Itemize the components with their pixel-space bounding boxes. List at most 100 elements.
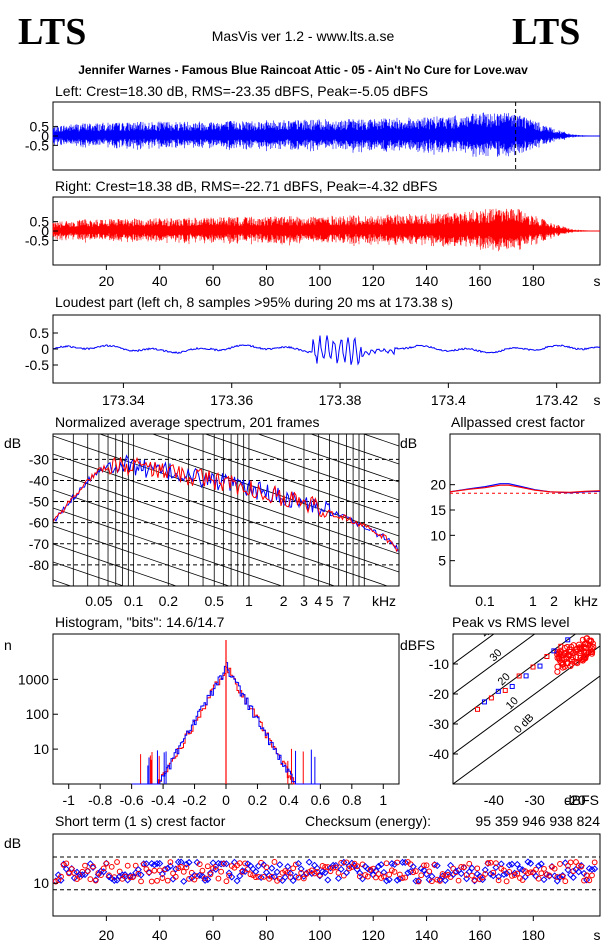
peak-rms-point (581, 640, 589, 648)
crest-point-left (222, 860, 230, 868)
crest-point-left (385, 876, 393, 884)
crest-point-left (204, 876, 212, 884)
spectrum-slope-line (53, 274, 399, 392)
crest-point-right (554, 874, 561, 880)
peak-rms-point (570, 649, 577, 656)
crest-point-left (148, 859, 156, 868)
crest-point-left (497, 860, 505, 868)
crest-point-right (589, 872, 595, 879)
crest-point-right (426, 868, 433, 875)
crest-point-right (578, 863, 585, 870)
loudest-part-panel: Loudest part (left ch, 8 samples >95% du… (25, 294, 601, 408)
loudest-part-x-tick-label: 173.42 (535, 392, 578, 408)
crest-point-right (242, 860, 249, 867)
crest-point-right (66, 870, 72, 877)
peak-rms-y-tick-label: -10 (429, 656, 449, 672)
histogram-x-tick-label: 1 (379, 792, 387, 808)
peak-rms-frame (452, 633, 601, 785)
crest-point-left (158, 870, 166, 878)
peak-rms-y-ticks: -10 -20 -30 -40 (429, 656, 458, 762)
crest-point-right (581, 877, 587, 884)
crest-point-right (503, 878, 510, 885)
spectrum-slope-line (53, 507, 283, 586)
crest-x-tick-label: 180 (522, 927, 546, 943)
crest-point-right (412, 868, 419, 875)
crest-point-left (553, 877, 561, 885)
peak-rms-y-tick-label: -40 (429, 746, 449, 762)
histogram-x-tick-label: 0.8 (342, 792, 362, 808)
crest-point-left (444, 868, 452, 876)
loudest-part-x-tick-label: 173.38 (319, 392, 362, 408)
crest-point-right (82, 862, 88, 869)
peak-rms-low-point (509, 683, 515, 689)
waveform-right-title: Right: Crest=18.38 dB, RMS=-22.71 dBFS, … (55, 178, 437, 194)
peak-rms-point (585, 650, 592, 657)
peak-rms-low-point (475, 706, 480, 712)
crest-point-left (492, 863, 500, 872)
short-term-crest-y-label: dB (4, 835, 21, 851)
histogram-y-tick-label: 100 (26, 706, 50, 722)
peak-rms-point (561, 650, 569, 657)
crest-point-left (289, 877, 297, 885)
crest-point-left (487, 870, 495, 878)
spectrum-x-tick-label: 0.1 (124, 593, 144, 609)
allpassed-crest-panel: Allpassed crest factor dB 20 15 10 5 0.1 1 2 k… (400, 414, 601, 609)
spectrum-y-tick-label: -60 (29, 515, 49, 531)
crest-point-right (71, 870, 78, 876)
spectrum-y-label: dB (4, 435, 21, 451)
crest-point-left (73, 868, 81, 876)
spectrum-slope-line (53, 471, 389, 586)
crest-point-right (410, 869, 417, 876)
crest-point-right (471, 877, 478, 883)
crest-point-left (305, 858, 313, 866)
crest-point-left (503, 869, 511, 877)
crest-point-left (580, 869, 588, 877)
peak-rms-low-point (502, 687, 508, 693)
spectrum-slope-line (53, 543, 178, 586)
crest-point-right (434, 876, 441, 883)
allpassed-crest-y-tick-label: 5 (438, 553, 446, 569)
crest-point-left (260, 861, 268, 869)
crest-x-tick-label: 140 (415, 927, 439, 943)
crest-point-right (135, 870, 142, 877)
crest-x-tick-label: 60 (205, 927, 221, 943)
crest-point-left (519, 866, 527, 874)
crest-diagonal-line (453, 675, 600, 784)
crest-point-right (428, 878, 435, 885)
crest-point-left (537, 860, 545, 868)
spectrum-x-tick-label: 0.5 (204, 593, 224, 609)
crest-point-left (310, 861, 319, 869)
crest-point-left (142, 860, 150, 868)
crest-point-left (169, 875, 177, 883)
crest-point-left (585, 864, 593, 873)
crest-point-right (284, 869, 291, 876)
crest-point-right (260, 873, 267, 880)
crest-point-left (383, 877, 391, 885)
spectrum-slope-line (98, 434, 399, 537)
spectrum-slope-line (257, 434, 399, 483)
crest-point-right (300, 875, 307, 882)
peak-rms-y-tick-label: -30 (429, 716, 449, 732)
crest-point-right (562, 878, 569, 885)
crest-point-right (322, 864, 329, 870)
crest-point-left (409, 863, 417, 871)
crest-point-left (535, 862, 543, 870)
crest-point-left (374, 862, 383, 870)
crest-point-right (84, 868, 91, 874)
waveform-left-panel: Left: Crest=18.30 dB, RMS=-23.35 dBFS, P… (25, 83, 601, 171)
spectrum-x-tick-label: 0.05 (85, 593, 112, 609)
spectrum-y-tick-label: -80 (29, 557, 49, 573)
allpassed-crest-plot (449, 483, 601, 494)
spectrum-curve (53, 454, 399, 552)
crest-point-right (167, 859, 174, 866)
waveform-x-tick-label: 140 (415, 273, 439, 289)
spectrum-slope-line (53, 561, 125, 586)
crest-point-left (524, 858, 532, 866)
peak-rms-point (554, 668, 561, 675)
peak-rms-point (587, 644, 594, 651)
peak-rms-point (567, 662, 574, 670)
crest-point-right (535, 875, 542, 882)
crest-point-right (140, 861, 147, 868)
crest-point-right (55, 877, 62, 884)
